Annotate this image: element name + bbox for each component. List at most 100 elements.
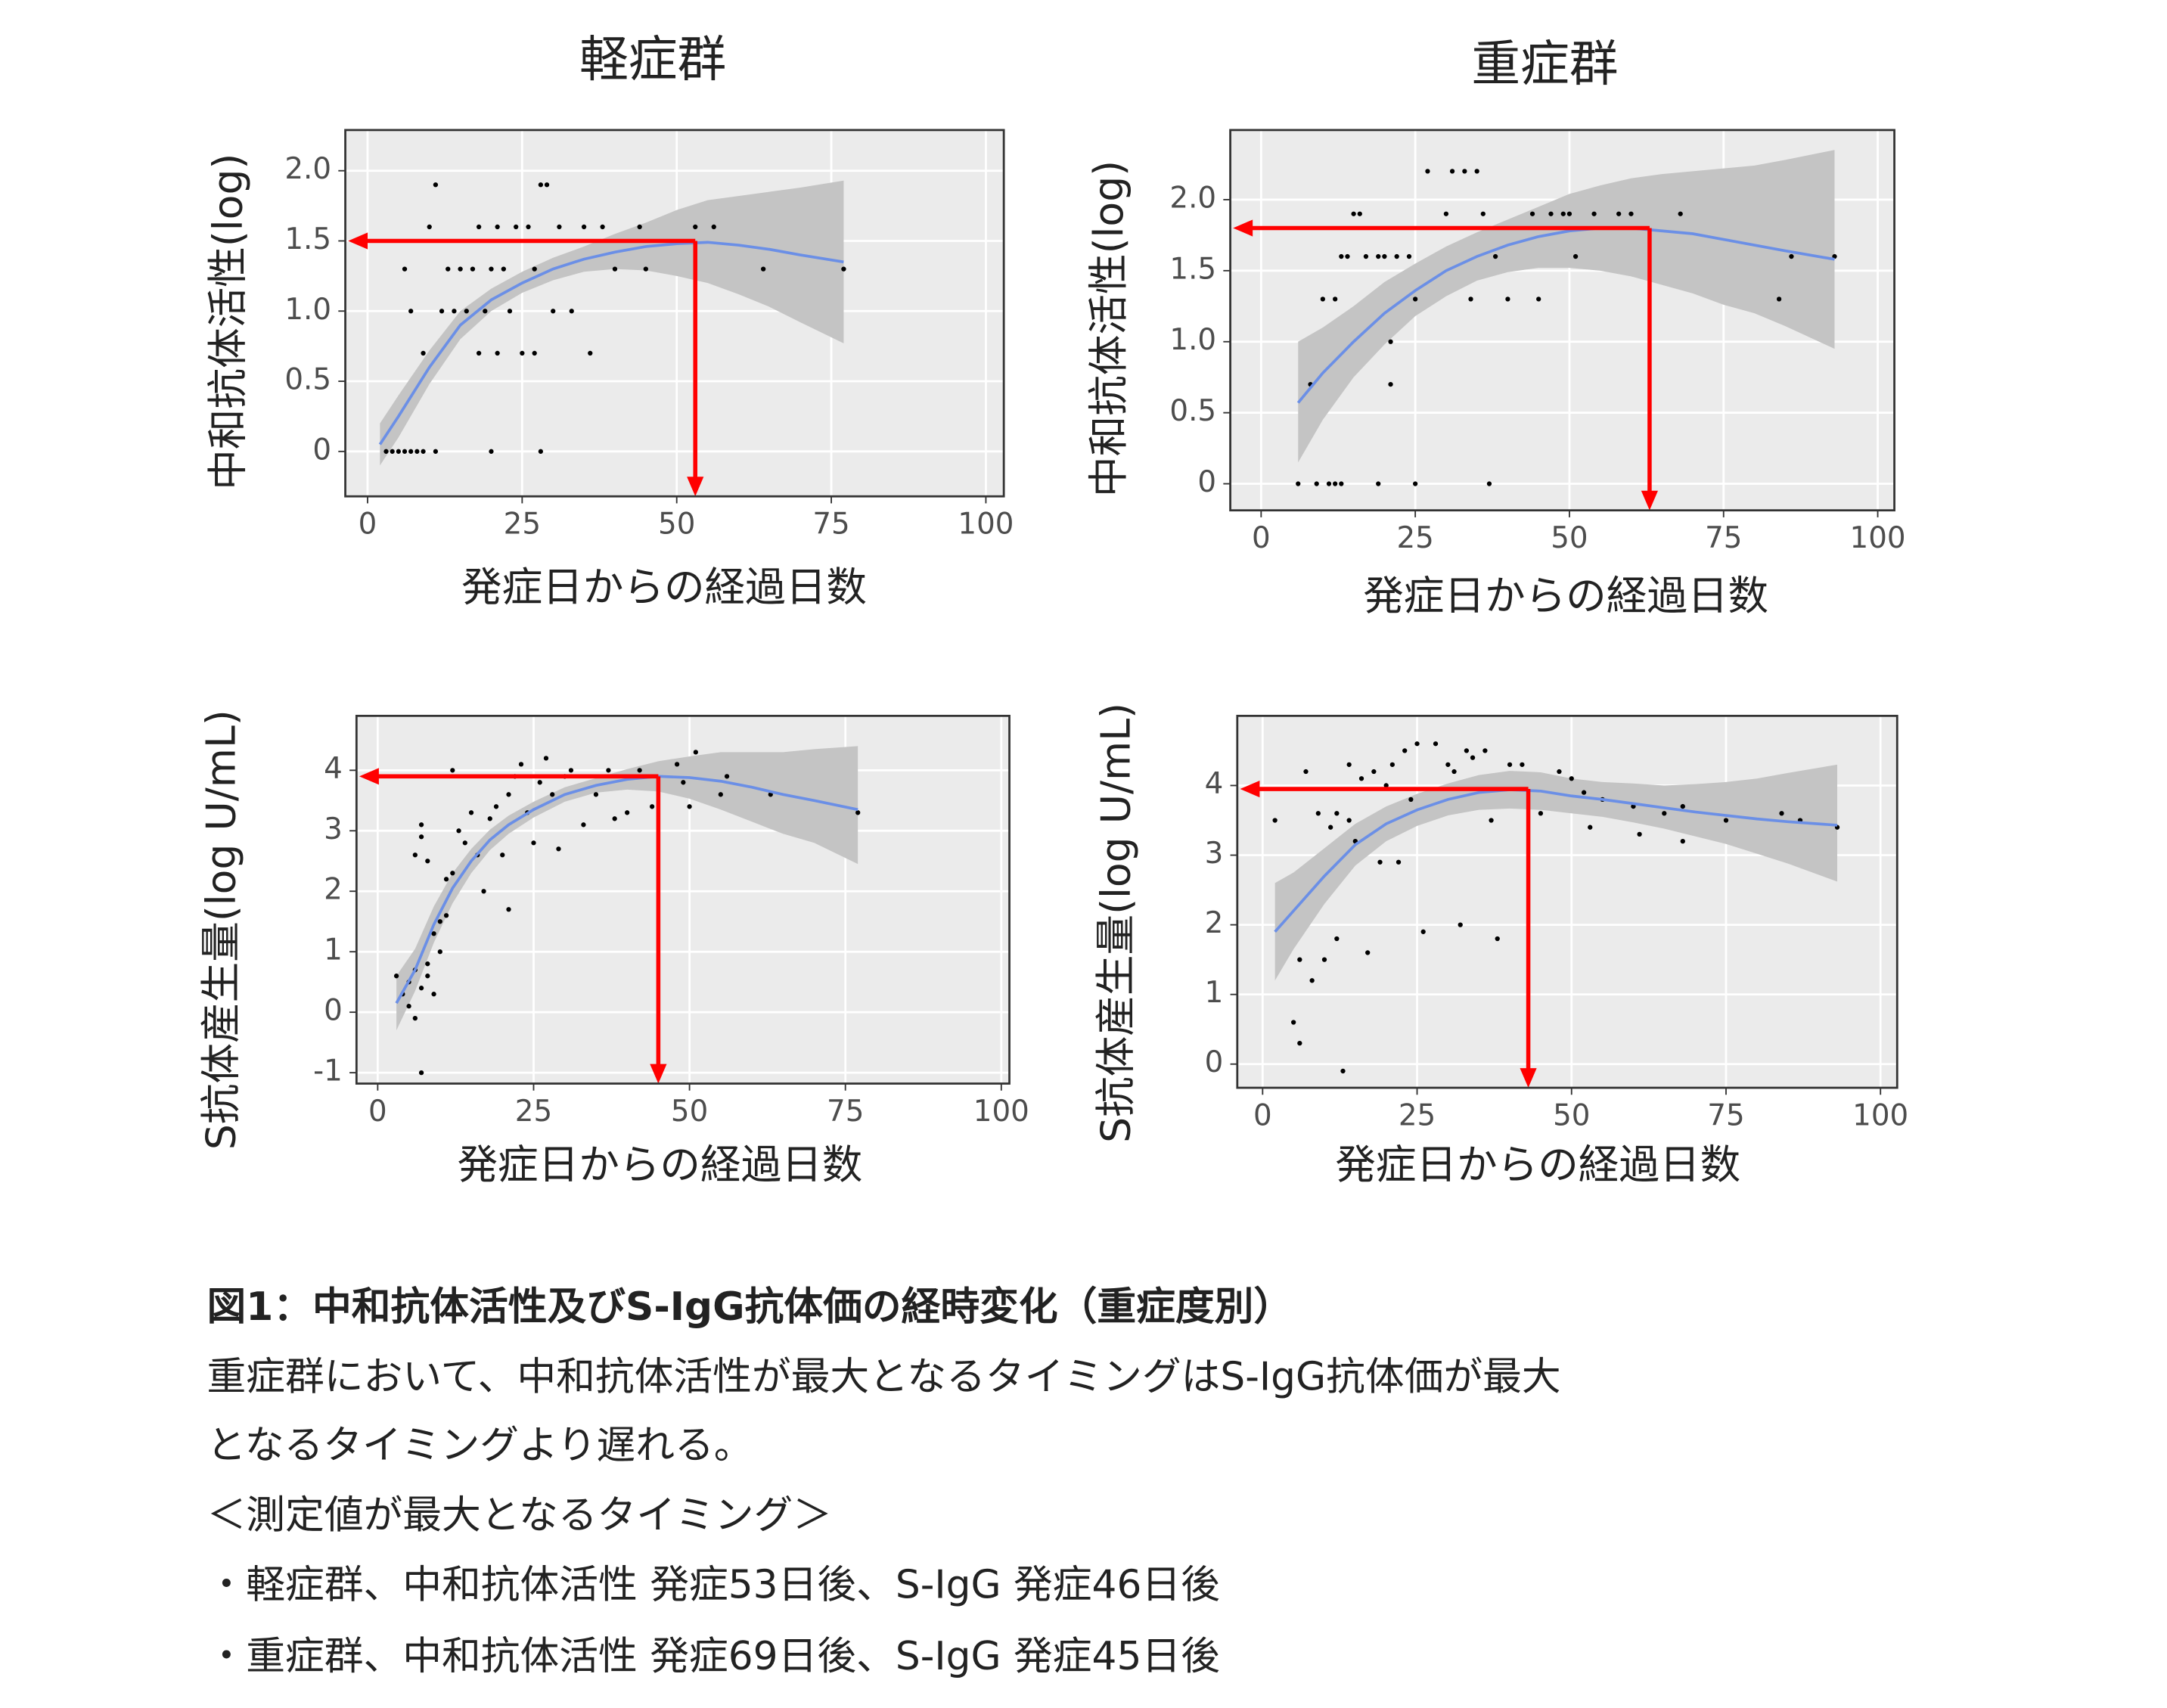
y-tick-label: 1.5 (284, 222, 331, 256)
arrowhead (1641, 490, 1659, 511)
data-point (637, 224, 642, 230)
data-point (412, 1016, 418, 1021)
data-point (637, 768, 642, 773)
data-point (1396, 859, 1402, 865)
data-point (718, 792, 723, 797)
y-axis-label: 中和抗体活性(log) (204, 154, 252, 490)
data-point (1680, 838, 1685, 844)
data-point (1414, 741, 1420, 747)
data-point (1358, 776, 1364, 781)
data-point (383, 449, 389, 454)
data-point (768, 792, 773, 797)
data-point (550, 792, 555, 797)
caption-line: となるタイミングより遅れる。 (207, 1423, 753, 1468)
data-point (1388, 339, 1393, 344)
x-tick-label: 75 (812, 507, 849, 541)
x-tick-label: 0 (368, 1095, 387, 1129)
data-point (443, 913, 449, 918)
data-point (443, 877, 449, 882)
data-point (495, 350, 500, 356)
data-point (520, 350, 525, 356)
data-point (412, 852, 418, 858)
data-point (593, 792, 599, 797)
x-tick-label: 75 (827, 1095, 864, 1129)
plot-border (355, 714, 1011, 1085)
data-point (476, 224, 482, 230)
plot-border (1229, 129, 1895, 512)
data-point (1425, 169, 1430, 174)
data-point (1462, 169, 1467, 174)
caption-line: ・軽症群、中和抗体活性 発症53日後、S-IgG 発症46日後 (207, 1563, 1220, 1608)
caption-line: ＜測定値が最大となるタイミング＞ (207, 1492, 832, 1538)
x-tick-label: 25 (515, 1095, 552, 1129)
data-point (1334, 936, 1340, 942)
data-point (551, 309, 556, 314)
data-point (506, 907, 511, 912)
y-tick-label: 0.5 (1169, 394, 1216, 428)
data-point (1351, 211, 1356, 216)
y-tick-label: 1 (1205, 976, 1224, 1010)
arrowhead (1520, 1068, 1537, 1088)
x-tick-label: 100 (973, 1095, 1029, 1129)
y-tick-label: 3 (324, 812, 343, 846)
x-tick-label: 25 (504, 507, 541, 541)
data-point (600, 224, 605, 230)
data-point (643, 266, 648, 272)
data-point (1339, 481, 1344, 486)
data-point (1445, 762, 1451, 767)
y-tick-label: 3 (1205, 837, 1224, 871)
data-point (418, 986, 424, 991)
data-point (1779, 811, 1784, 816)
fit-line (378, 241, 844, 446)
data-point (1389, 762, 1396, 767)
data-point (1458, 922, 1463, 927)
y-axis-label: 中和抗体活性(log) (1085, 160, 1132, 497)
data-point (476, 350, 482, 356)
data-point (1328, 824, 1333, 830)
confidence-band (1274, 764, 1838, 981)
data-point (1678, 211, 1683, 216)
data-point (1631, 803, 1636, 809)
y-tick-label: 1.5 (1169, 252, 1216, 286)
data-point (612, 816, 617, 821)
arrowhead (348, 232, 368, 250)
data-point (1637, 831, 1642, 837)
arrowhead (687, 477, 704, 497)
data-point (425, 974, 430, 979)
data-point (1492, 253, 1498, 259)
fit-line (395, 775, 858, 1005)
x-tick-label: 50 (658, 507, 695, 541)
y-tick-label: 2 (1205, 906, 1224, 940)
data-point (1413, 481, 1418, 486)
data-point (681, 780, 686, 785)
data-point (506, 792, 511, 797)
data-point (1303, 769, 1309, 775)
data-point (406, 1004, 411, 1009)
data-point (439, 309, 445, 314)
plot-border (344, 129, 1005, 498)
data-point (606, 768, 611, 773)
x-tick-label: 50 (1553, 1098, 1590, 1132)
data-point (544, 182, 550, 188)
fit-line (1296, 226, 1835, 404)
data-point (674, 762, 680, 767)
data-point (450, 768, 455, 773)
data-point (427, 224, 432, 230)
data-point (1529, 211, 1535, 216)
data-point (414, 449, 420, 454)
data-point (464, 309, 469, 314)
data-point (569, 309, 574, 314)
data-point (1376, 481, 1381, 486)
data-point (568, 768, 574, 773)
x-tick-label: 75 (1707, 1098, 1744, 1132)
data-point (855, 810, 861, 815)
data-point (1489, 818, 1494, 823)
confidence-band (1298, 150, 1835, 463)
data-point (1340, 1068, 1346, 1074)
data-point (437, 919, 442, 924)
arrowhead (1233, 219, 1253, 237)
data-point (1408, 797, 1414, 803)
data-point (588, 350, 593, 356)
data-point (1402, 748, 1408, 753)
